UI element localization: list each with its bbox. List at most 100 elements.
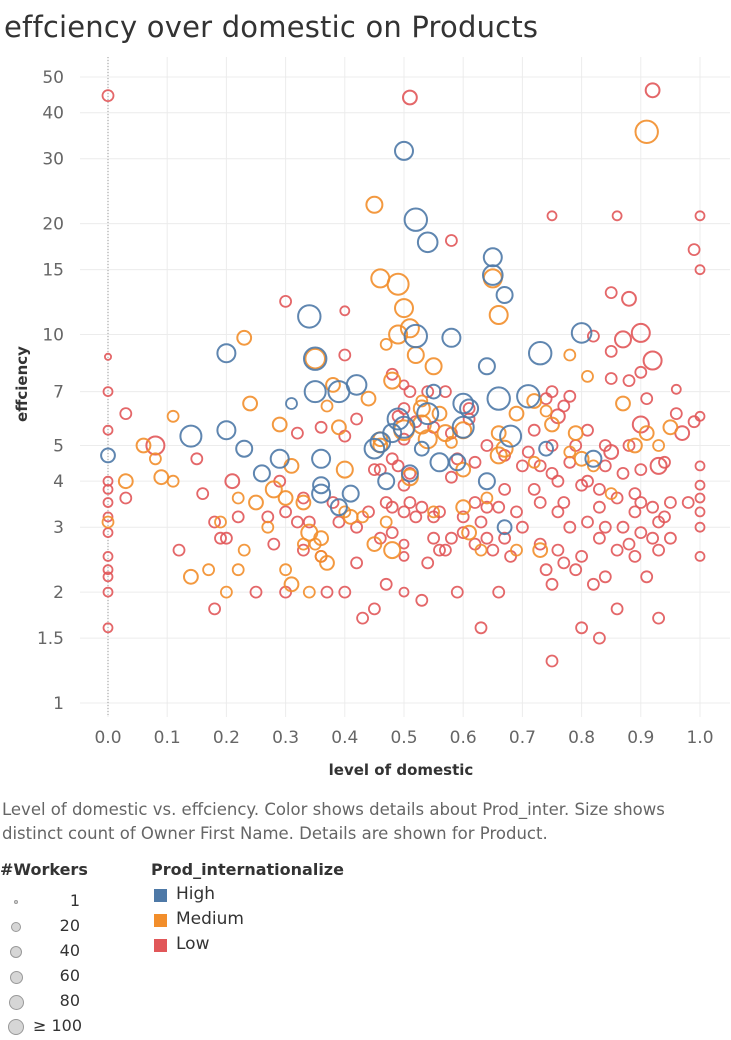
point-high bbox=[499, 424, 523, 448]
y-tick-label: 5 bbox=[53, 436, 64, 456]
point-medium bbox=[302, 585, 316, 599]
point-high bbox=[441, 327, 462, 348]
point-low bbox=[391, 459, 405, 473]
point-low bbox=[102, 551, 114, 562]
point-low bbox=[563, 520, 577, 534]
point-medium bbox=[573, 450, 590, 467]
point-high bbox=[584, 449, 603, 468]
point-medium bbox=[183, 568, 199, 585]
point-low bbox=[628, 487, 642, 501]
size-legend-label: ≥ 100 bbox=[33, 1016, 83, 1035]
point-low bbox=[415, 500, 429, 514]
point-low bbox=[279, 505, 293, 519]
point-high bbox=[495, 286, 514, 304]
point-low bbox=[444, 470, 458, 484]
point-low bbox=[350, 412, 364, 426]
y-tick-label: 20 bbox=[42, 215, 64, 235]
point-low bbox=[575, 621, 588, 635]
grid-lines bbox=[80, 57, 730, 717]
point-low bbox=[102, 386, 114, 398]
point-low bbox=[474, 621, 488, 635]
point-low bbox=[622, 439, 636, 452]
size-legend-item: 80 bbox=[0, 990, 120, 1015]
y-tick-label: 3 bbox=[53, 518, 64, 538]
point-high bbox=[235, 439, 254, 458]
size-legend: #Workers 1 20 40 60 80 ≥ 100 bbox=[0, 858, 140, 1035]
size-legend-item: 20 bbox=[0, 915, 120, 940]
point-high bbox=[392, 415, 416, 439]
point-low bbox=[326, 496, 340, 509]
chart-caption: Level of domestic vs. effciency. Color s… bbox=[2, 800, 665, 843]
x-tick-label: 0.8 bbox=[568, 728, 595, 748]
point-low bbox=[403, 385, 417, 399]
point-low bbox=[480, 531, 494, 545]
point-high bbox=[416, 402, 440, 426]
size-legend-symbol bbox=[10, 946, 22, 958]
point-low bbox=[320, 585, 334, 599]
point-low bbox=[634, 365, 648, 379]
point-low bbox=[267, 537, 281, 551]
point-medium bbox=[360, 390, 377, 407]
point-medium bbox=[474, 543, 488, 557]
point-low bbox=[385, 452, 399, 466]
point-low bbox=[616, 520, 630, 534]
point-low bbox=[622, 374, 636, 388]
point-low bbox=[444, 234, 458, 247]
y-tick-label: 50 bbox=[42, 68, 64, 88]
point-low bbox=[581, 423, 594, 437]
color-swatch bbox=[154, 889, 167, 902]
point-medium bbox=[304, 347, 327, 370]
point-low bbox=[367, 602, 381, 616]
point-low bbox=[616, 466, 630, 480]
point-medium bbox=[319, 555, 335, 571]
point-medium bbox=[488, 305, 509, 325]
point-medium bbox=[214, 515, 227, 529]
point-medium bbox=[563, 445, 577, 459]
point-low bbox=[468, 496, 482, 509]
point-medium bbox=[406, 346, 425, 364]
x-tick-label: 0.4 bbox=[331, 728, 358, 748]
point-low bbox=[603, 444, 620, 460]
point-low bbox=[433, 543, 446, 557]
point-medium bbox=[508, 405, 525, 422]
point-medium bbox=[242, 395, 259, 412]
point-low bbox=[290, 515, 304, 529]
point-medium bbox=[135, 437, 152, 454]
point-low bbox=[208, 602, 222, 616]
y-axis-ticks: 1 1.5 2 3 4 5 7 10 15 20 30 40 50 bbox=[37, 68, 64, 714]
data-points bbox=[100, 82, 706, 668]
point-medium bbox=[202, 563, 216, 577]
point-low bbox=[634, 526, 648, 539]
point-low bbox=[527, 423, 541, 437]
point-low bbox=[557, 496, 571, 509]
point-low bbox=[569, 563, 583, 577]
point-high bbox=[216, 343, 237, 364]
point-low bbox=[516, 459, 529, 473]
size-legend-item: 40 bbox=[0, 940, 120, 965]
point-low bbox=[231, 510, 245, 524]
point-high bbox=[538, 440, 554, 457]
point-medium bbox=[455, 499, 472, 516]
point-high bbox=[413, 440, 430, 457]
point-low bbox=[621, 290, 637, 307]
point-high bbox=[452, 392, 475, 415]
point-low bbox=[102, 497, 114, 508]
point-low bbox=[261, 510, 275, 524]
point-low bbox=[385, 526, 399, 539]
point-low bbox=[610, 543, 624, 557]
point-low bbox=[694, 551, 706, 562]
point-low bbox=[563, 389, 577, 403]
y-tick-label: 2 bbox=[53, 583, 64, 603]
point-low bbox=[539, 563, 553, 577]
chart-title: effciency over domestic on Products bbox=[4, 10, 539, 44]
point-high bbox=[528, 341, 553, 366]
point-high bbox=[516, 384, 541, 409]
point-high bbox=[303, 380, 327, 404]
point-low bbox=[314, 420, 328, 434]
point-low bbox=[338, 348, 352, 362]
point-high bbox=[403, 323, 428, 349]
x-tick-label: 1.0 bbox=[686, 728, 713, 748]
point-low bbox=[190, 452, 204, 466]
point-medium bbox=[638, 425, 655, 442]
point-low bbox=[498, 531, 512, 545]
